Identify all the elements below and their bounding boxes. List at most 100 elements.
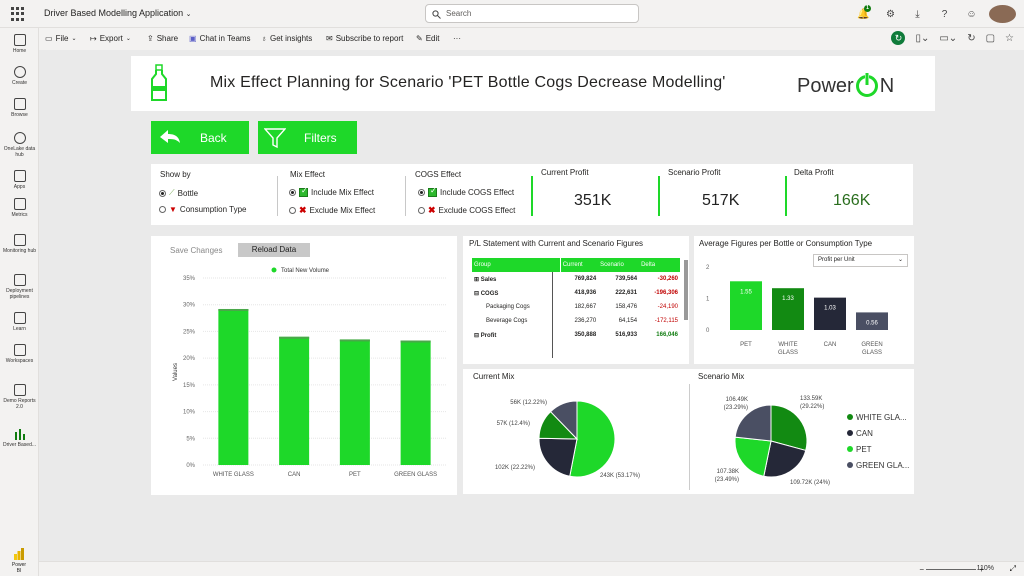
pie-slice[interactable] (549, 400, 578, 441)
export-menu[interactable]: ↦ Export ⌄ (90, 34, 131, 43)
poweron-logo: Power N (797, 73, 895, 97)
x-icon: ✖ (299, 205, 307, 215)
table-header-row: Group Current Scenario Delta (472, 258, 680, 272)
delta-cell: -172,115 (654, 318, 678, 324)
table-header[interactable]: Current (559, 258, 599, 272)
edit-button[interactable]: ✎ Edit (416, 34, 440, 43)
more-options-button[interactable]: ··· (453, 34, 461, 43)
nav-item-learn[interactable]: Learn (0, 312, 39, 332)
zoom-out-button[interactable]: − (919, 565, 924, 574)
nav-item-monitoring-hub[interactable]: Monitoring hub (0, 234, 39, 254)
zoom-slider[interactable] (926, 569, 976, 570)
favorite-icon[interactable]: ☆ (1005, 32, 1014, 44)
table-header[interactable]: Scenario (598, 258, 640, 272)
pie-slice[interactable] (569, 400, 616, 478)
share-button[interactable]: ⇪ Share (147, 34, 179, 43)
nav-item-browse[interactable]: Browse (0, 98, 39, 118)
file-menu[interactable]: ▭ File ⌄ (45, 34, 77, 43)
subscribe-button[interactable]: ✉ Subscribe to report (326, 34, 404, 43)
avg-bar[interactable] (772, 288, 804, 330)
gear-icon[interactable]: ⚙ (886, 8, 895, 20)
include-mix-effect-option[interactable]: Include Mix Effect (289, 186, 374, 197)
pie-slice[interactable] (734, 404, 772, 442)
feedback-icon[interactable]: ☺ (966, 8, 977, 20)
expand-icon[interactable]: ⊟ (474, 290, 480, 297)
app-title[interactable]: Driver Based Modelling Application ⌄ (44, 8, 192, 18)
nav-item-onelake-data-hub[interactable]: OneLake data hub (0, 132, 39, 158)
avatar[interactable] (989, 5, 1016, 23)
table-row[interactable]: Packaging Cogs 182,667 158,476 -24,190 (472, 300, 680, 314)
powerbi-logo[interactable]: Power BI (10, 548, 28, 574)
bookmark-icon[interactable]: ▯⌄ (915, 32, 930, 44)
refresh-visual-icon[interactable]: ↻ (891, 31, 906, 45)
nav-item-metrics[interactable]: Metrics (0, 198, 39, 218)
y-tick-label: 2 (706, 265, 710, 271)
bell-icon[interactable]: 🔔 1 (857, 4, 871, 20)
pie-slice[interactable] (734, 436, 772, 477)
back-button[interactable]: Back (151, 121, 249, 154)
expand-icon[interactable]: ⊟ (474, 332, 480, 339)
people-icon (13, 384, 26, 396)
comment-icon[interactable]: ▢ (985, 32, 996, 44)
pie-slice[interactable] (763, 440, 807, 478)
slice-label: 243K (53.17%) (600, 473, 640, 479)
expand-icon[interactable]: ⊞ (474, 276, 480, 283)
powerbi-icon (14, 548, 24, 560)
app-launcher-icon[interactable] (11, 7, 25, 21)
scenario-profit-label: Scenario Profit (668, 168, 721, 177)
download-icon[interactable]: ⤓ (915, 8, 920, 20)
pie-slice[interactable] (538, 437, 578, 477)
table-header[interactable]: Delta (639, 258, 680, 272)
nav-item-demo-reports-2-0[interactable]: Demo Reports 2.0 (0, 384, 39, 410)
table-scrollbar[interactable] (684, 260, 688, 320)
metric-dropdown[interactable]: Profit per Unit ⌄ (813, 254, 908, 267)
save-changes-button[interactable]: Save Changes (170, 246, 223, 255)
table-row[interactable]: ⊟ Profit 350,888 516,933 166,046 (472, 328, 680, 342)
bar-top (218, 308, 249, 311)
nav-label: Deployment pipelines (6, 288, 33, 300)
avg-bar[interactable] (856, 312, 888, 330)
view-icon[interactable]: ▭⌄ (939, 32, 958, 44)
volume-bar[interactable] (279, 336, 310, 465)
x-icon: ✖ (428, 205, 436, 215)
show-by-consumption-option[interactable]: ▼ Consumption Type (159, 205, 246, 214)
group-cell: Beverage Cogs (486, 318, 528, 324)
avg-bar[interactable] (814, 297, 846, 330)
table-row[interactable]: Beverage Cogs 236,270 64,154 -172,115 (472, 314, 680, 328)
legend-label: Total New Volume (281, 268, 330, 274)
exclude-mix-effect-option[interactable]: ✖ Exclude Mix Effect (289, 205, 375, 216)
nav-item-driver-based[interactable]: Driver Based... (0, 428, 39, 448)
volume-bar[interactable] (400, 340, 431, 465)
include-cogs-effect-option[interactable]: Include COGS Effect (418, 186, 514, 197)
table-row[interactable]: ⊟ COGS 418,936 222,631 -196,306 (472, 286, 680, 300)
report-toolbar: ▭ File ⌄ ↦ Export ⌄ ⇪ Share ▣ Chat in Teams ♁ G… (39, 28, 1024, 50)
filters-button[interactable]: Filters (258, 121, 357, 154)
y-axis-label: Values (173, 363, 179, 381)
show-by-bottle-option[interactable]: ⟋ Bottle (159, 188, 198, 198)
table-header[interactable]: Group (472, 258, 561, 272)
fit-page-icon[interactable]: ⤢ (1009, 564, 1016, 573)
nav-item-deployment-pipelines[interactable]: Deployment pipelines (0, 274, 39, 300)
onelake-icon (13, 132, 26, 144)
nav-item-apps[interactable]: Apps (0, 170, 39, 190)
help-icon[interactable]: ? (941, 8, 948, 20)
nav-label: Monitoring hub (2, 248, 37, 254)
exclude-cogs-effect-option[interactable]: ✖ Exclude COGS Effect (418, 205, 515, 216)
slice-label: 102K (22.22%) (495, 465, 535, 471)
volume-bar[interactable] (218, 308, 249, 465)
nav-item-home[interactable]: Home (0, 34, 39, 54)
pie-slice[interactable] (770, 404, 808, 452)
search-input[interactable]: Search (425, 4, 639, 23)
refresh-icon[interactable]: ↻ (967, 32, 976, 44)
nav-item-workspaces[interactable]: Workspaces (0, 344, 39, 364)
zoom-in-button[interactable]: + (979, 565, 984, 574)
volume-bar[interactable] (339, 339, 370, 465)
table-row[interactable]: ⊞ Sales 769,824 739,564 -30,260 (472, 272, 680, 286)
zoom-level: 110% (976, 565, 994, 572)
get-insights-button[interactable]: ♁ Get insights (261, 34, 313, 43)
avg-bar[interactable] (730, 281, 762, 330)
chat-in-teams-button[interactable]: ▣ Chat in Teams (189, 34, 251, 43)
nav-item-create[interactable]: Create (0, 66, 39, 86)
radio-icon (289, 207, 296, 214)
reload-data-button[interactable]: Reload Data (238, 243, 310, 257)
